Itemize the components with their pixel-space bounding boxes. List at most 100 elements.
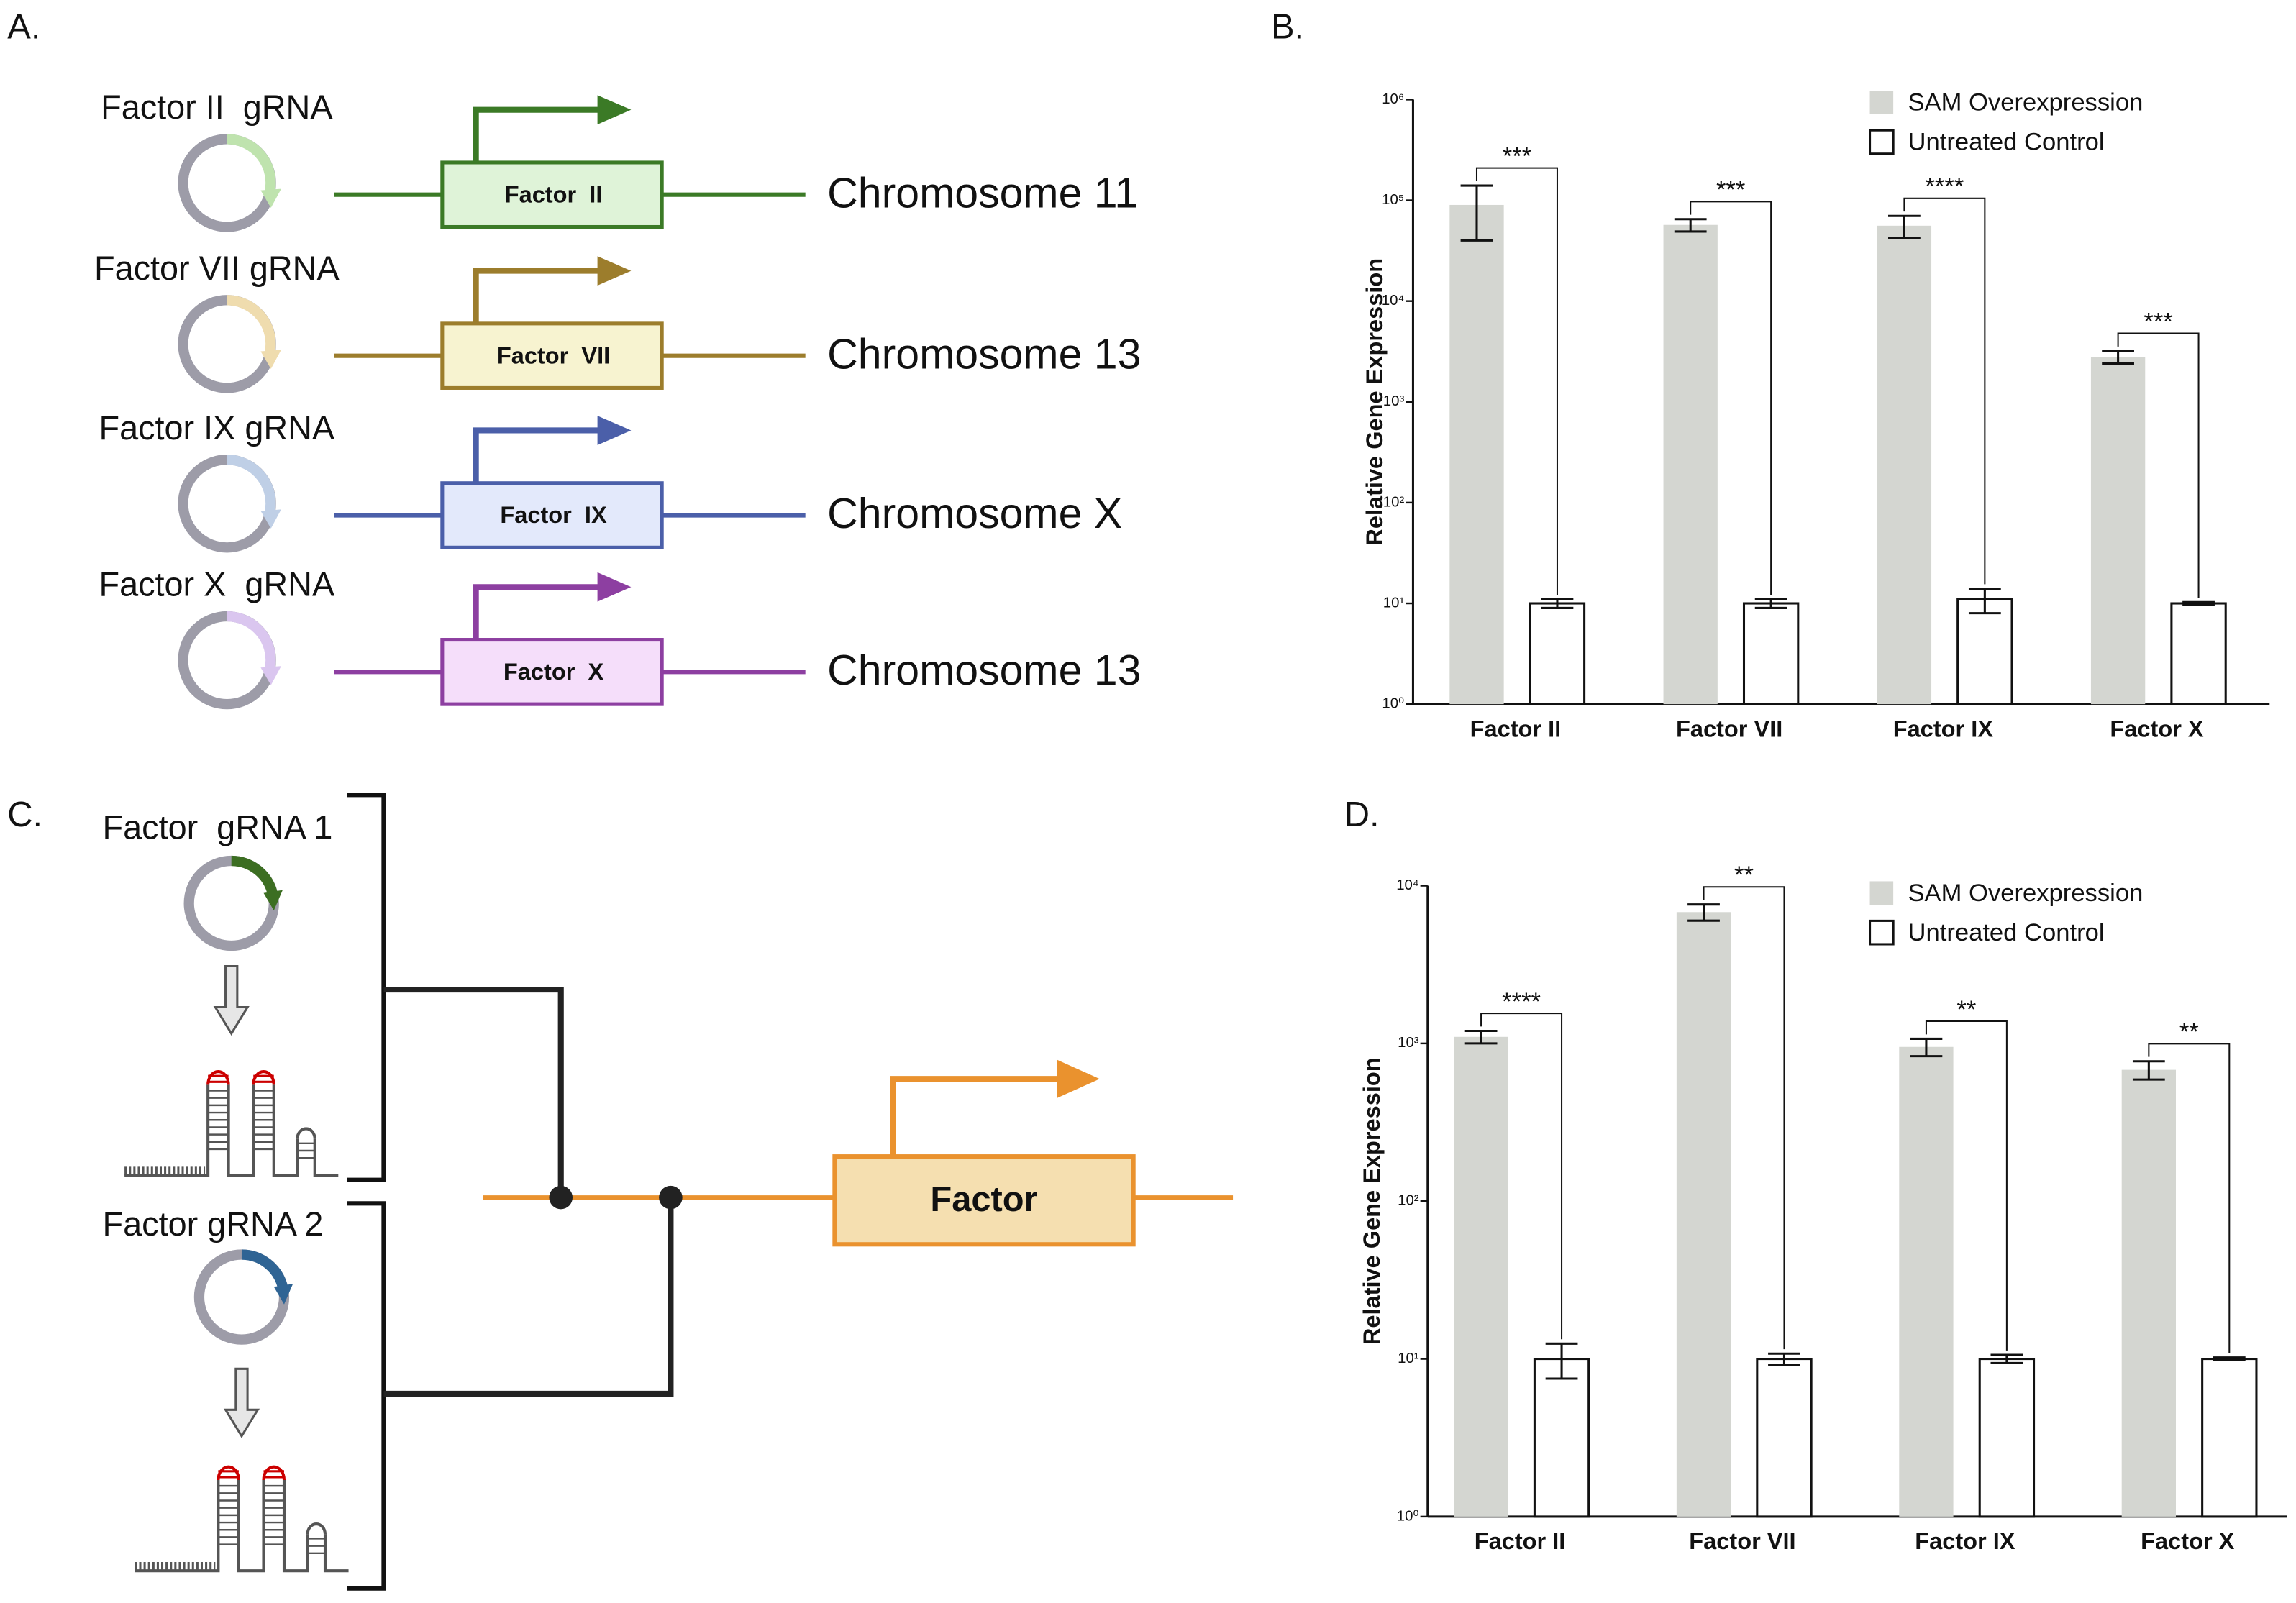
error-bar bbox=[1910, 1037, 1943, 1058]
gene-label: Factor bbox=[930, 1180, 1037, 1219]
panel-label: C. bbox=[7, 795, 42, 834]
plasmid bbox=[183, 855, 283, 951]
down-arrow bbox=[213, 964, 250, 1036]
y-tick-label: 10⁴ bbox=[1382, 293, 1404, 309]
gene-label: Factor II bbox=[505, 181, 603, 207]
bar bbox=[1899, 1046, 1954, 1517]
plasmid-arrowhead bbox=[260, 509, 281, 529]
plasmid bbox=[193, 1249, 293, 1345]
chromosome-label: Chromosome 13 bbox=[827, 330, 1141, 378]
significance-label: **** bbox=[1502, 988, 1541, 1015]
legend-label: SAM Overexpression bbox=[1908, 880, 2143, 907]
grna-label: Factor IX gRNA bbox=[99, 409, 335, 447]
significance-bracket bbox=[2117, 332, 2200, 598]
legend-swatch bbox=[1869, 881, 1894, 905]
significance-bracket bbox=[1925, 1020, 2008, 1351]
y-tick-label: 10⁶ bbox=[1382, 91, 1404, 107]
bar bbox=[1978, 1358, 2036, 1518]
error-bar bbox=[1968, 588, 2001, 615]
chromosome-label: Chromosome 13 bbox=[827, 647, 1141, 694]
x-tick-label: Factor IX bbox=[1893, 716, 1994, 741]
gene-label: Factor IX bbox=[500, 502, 607, 528]
gene-label: Factor X bbox=[504, 659, 604, 685]
significance-bracket bbox=[2148, 1043, 2231, 1353]
error-bar bbox=[1460, 184, 1493, 242]
gene-box bbox=[832, 1154, 1136, 1247]
y-tick-label: 10³ bbox=[1383, 393, 1405, 409]
error-bar bbox=[1888, 214, 1921, 239]
plasmid-insert bbox=[227, 455, 276, 516]
x-tick-label: Factor IX bbox=[1915, 1528, 2015, 1554]
tss-arrowhead bbox=[597, 256, 632, 286]
error-bar bbox=[2102, 350, 2134, 365]
error-bar bbox=[2182, 600, 2215, 606]
legend-label: Untreated Control bbox=[1908, 919, 2104, 946]
significance-bracket bbox=[1475, 167, 1558, 595]
y-tick-label: 10⁴ bbox=[1396, 877, 1418, 893]
error-bar bbox=[1768, 1352, 1800, 1366]
y-tick-label: 10¹ bbox=[1398, 1351, 1419, 1366]
legend-swatch bbox=[1869, 129, 1895, 155]
bar bbox=[1956, 598, 2013, 705]
significance-label: ** bbox=[1734, 862, 1754, 889]
junction bbox=[659, 1185, 683, 1210]
significance-bracket bbox=[1903, 197, 1986, 585]
error-bar bbox=[1541, 598, 1574, 609]
tss-arrowhead bbox=[597, 416, 632, 445]
bar bbox=[2170, 602, 2227, 705]
y-axis-label: Relative Gene Expression bbox=[1359, 1057, 1385, 1345]
y-tick-label: 10² bbox=[1398, 1193, 1419, 1209]
significance-bracket bbox=[1690, 201, 1772, 595]
grna-label: Factor VII gRNA bbox=[94, 250, 340, 287]
grna-label: Factor II gRNA bbox=[101, 88, 333, 126]
y-tick-label: 10³ bbox=[1398, 1035, 1419, 1051]
error-bar bbox=[1687, 903, 1720, 922]
error-bar bbox=[1674, 218, 1707, 233]
bar bbox=[1663, 224, 1718, 705]
legend-swatch bbox=[1869, 91, 1894, 114]
x-tick-label: Factor X bbox=[2141, 1528, 2235, 1554]
down-arrow bbox=[223, 1367, 260, 1438]
gene-box bbox=[440, 321, 664, 390]
grna-label: Factor gRNA 1 bbox=[103, 809, 333, 846]
bar bbox=[1877, 225, 1932, 705]
chromosome-label: Chromosome X bbox=[827, 490, 1122, 537]
legend-label: Untreated Control bbox=[1908, 129, 2104, 156]
chromosome-label: Chromosome 11 bbox=[827, 169, 1138, 216]
significance-label: *** bbox=[1503, 143, 1531, 170]
error-bar bbox=[2213, 1356, 2246, 1362]
panel-label: A. bbox=[7, 8, 40, 47]
error-bar bbox=[1990, 1353, 2023, 1364]
y-axis-label: Relative Gene Expression bbox=[1362, 258, 1388, 546]
tss-arrow bbox=[473, 106, 603, 163]
gene-box bbox=[440, 160, 664, 229]
bar bbox=[1533, 1358, 1590, 1518]
significance-label: *** bbox=[2144, 308, 2172, 335]
panel-label: B. bbox=[1271, 8, 1304, 47]
y-tick-label: 10⁰ bbox=[1382, 696, 1404, 712]
plasmid-arrowhead bbox=[260, 188, 281, 209]
junction bbox=[549, 1185, 573, 1210]
gene-label: Factor VII bbox=[497, 342, 610, 368]
x-tick-label: Factor II bbox=[1470, 716, 1562, 741]
gene-box bbox=[440, 638, 664, 706]
tss-arrowhead bbox=[597, 95, 632, 125]
bar bbox=[1449, 204, 1504, 705]
y-tick-label: 10⁵ bbox=[1382, 192, 1404, 208]
y-tick-label: 10⁰ bbox=[1397, 1508, 1419, 1524]
bar bbox=[1756, 1358, 1813, 1518]
tss-arrow bbox=[473, 584, 603, 640]
tss-arrow bbox=[473, 427, 603, 483]
significance-label: ** bbox=[2179, 1018, 2199, 1046]
error-bar bbox=[1464, 1029, 1498, 1045]
x-tick-label: Factor VII bbox=[1676, 716, 1782, 741]
plasmid-arrowhead bbox=[260, 666, 281, 685]
panel-c-diagram: Factor gRNA 1 Factor gRNA 2 bbox=[103, 793, 1234, 1591]
grna-label: Factor gRNA 2 bbox=[103, 1205, 324, 1243]
bar bbox=[2121, 1069, 2177, 1517]
plasmid-arrowhead bbox=[260, 350, 281, 369]
significance-label: **** bbox=[1925, 173, 1964, 201]
x-tick-label: Factor X bbox=[2110, 716, 2204, 741]
